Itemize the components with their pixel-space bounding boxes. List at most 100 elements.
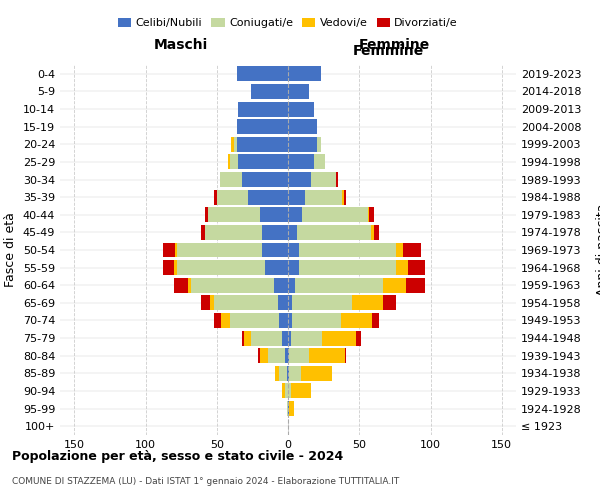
Bar	[373, 225, 379, 240]
Bar	[406, 278, 425, 292]
Bar	[314, 154, 325, 170]
Bar	[188, 278, 191, 292]
Bar	[275, 366, 280, 381]
Bar	[220, 172, 242, 187]
Bar	[288, 260, 299, 275]
Bar	[288, 137, 317, 152]
Bar	[208, 208, 260, 222]
Bar	[287, 401, 288, 416]
Bar	[289, 401, 294, 416]
Bar	[238, 102, 288, 116]
Bar	[341, 313, 372, 328]
Bar	[372, 313, 379, 328]
Bar	[231, 137, 234, 152]
Bar	[288, 330, 291, 345]
Bar	[285, 348, 288, 363]
Bar	[292, 313, 341, 328]
Bar	[288, 366, 289, 381]
Bar	[299, 242, 396, 258]
Bar	[251, 84, 288, 99]
Bar	[175, 242, 177, 258]
Bar	[262, 242, 288, 258]
Bar	[205, 208, 208, 222]
Bar	[251, 330, 283, 345]
Bar	[230, 313, 280, 328]
Bar	[191, 278, 274, 292]
Bar	[352, 296, 383, 310]
Bar	[342, 190, 344, 204]
Bar	[163, 242, 175, 258]
Bar	[285, 384, 288, 398]
Bar	[242, 330, 244, 345]
Bar	[280, 366, 287, 381]
Bar	[282, 384, 285, 398]
Bar	[268, 348, 285, 363]
Bar	[177, 242, 262, 258]
Bar	[288, 348, 289, 363]
Bar	[301, 366, 332, 381]
Bar	[248, 190, 288, 204]
Bar	[305, 190, 342, 204]
Bar	[369, 208, 373, 222]
Bar	[234, 137, 236, 152]
Bar	[291, 384, 311, 398]
Bar	[262, 225, 288, 240]
Bar	[201, 225, 205, 240]
Bar	[311, 172, 337, 187]
Bar	[265, 260, 288, 275]
Bar	[260, 348, 268, 363]
Bar	[288, 119, 317, 134]
Bar	[295, 278, 383, 292]
Bar	[288, 278, 295, 292]
Bar	[296, 225, 371, 240]
Y-axis label: Anni di nascita: Anni di nascita	[595, 204, 600, 296]
Legend: Celibi/Nubili, Coniugati/e, Vedovi/e, Divorziati/e: Celibi/Nubili, Coniugati/e, Vedovi/e, Di…	[113, 13, 463, 32]
Bar	[337, 172, 338, 187]
Text: Femmine: Femmine	[353, 44, 424, 58]
Bar	[288, 296, 292, 310]
Bar	[221, 313, 230, 328]
Bar	[230, 154, 238, 170]
Bar	[209, 296, 214, 310]
Bar	[236, 66, 288, 82]
Bar	[310, 348, 345, 363]
Bar	[397, 242, 403, 258]
Bar	[228, 154, 230, 170]
Bar	[258, 348, 260, 363]
Y-axis label: Fasce di età: Fasce di età	[4, 212, 17, 288]
Bar	[242, 172, 288, 187]
Bar	[288, 401, 289, 416]
Bar	[214, 296, 278, 310]
Bar	[289, 348, 310, 363]
Bar	[288, 384, 291, 398]
Bar	[317, 137, 321, 152]
Bar	[292, 296, 352, 310]
Bar	[260, 208, 288, 222]
Bar	[214, 313, 221, 328]
Bar	[288, 225, 296, 240]
Bar	[274, 278, 288, 292]
Bar	[287, 366, 288, 381]
Bar	[244, 330, 251, 345]
Text: Femmine: Femmine	[359, 38, 431, 52]
Bar	[299, 260, 396, 275]
Bar	[288, 242, 299, 258]
Bar	[383, 296, 397, 310]
Bar	[356, 330, 361, 345]
Bar	[217, 190, 248, 204]
Text: Maschi: Maschi	[154, 38, 208, 52]
Bar	[278, 296, 288, 310]
Bar	[288, 102, 314, 116]
Bar	[280, 313, 288, 328]
Bar	[289, 366, 301, 381]
Bar	[345, 348, 346, 363]
Bar	[344, 190, 346, 204]
Bar	[288, 208, 302, 222]
Bar	[288, 84, 310, 99]
Bar	[174, 260, 177, 275]
Bar	[177, 260, 265, 275]
Bar	[236, 137, 288, 152]
Bar	[283, 330, 288, 345]
Bar	[288, 154, 314, 170]
Bar	[205, 225, 262, 240]
